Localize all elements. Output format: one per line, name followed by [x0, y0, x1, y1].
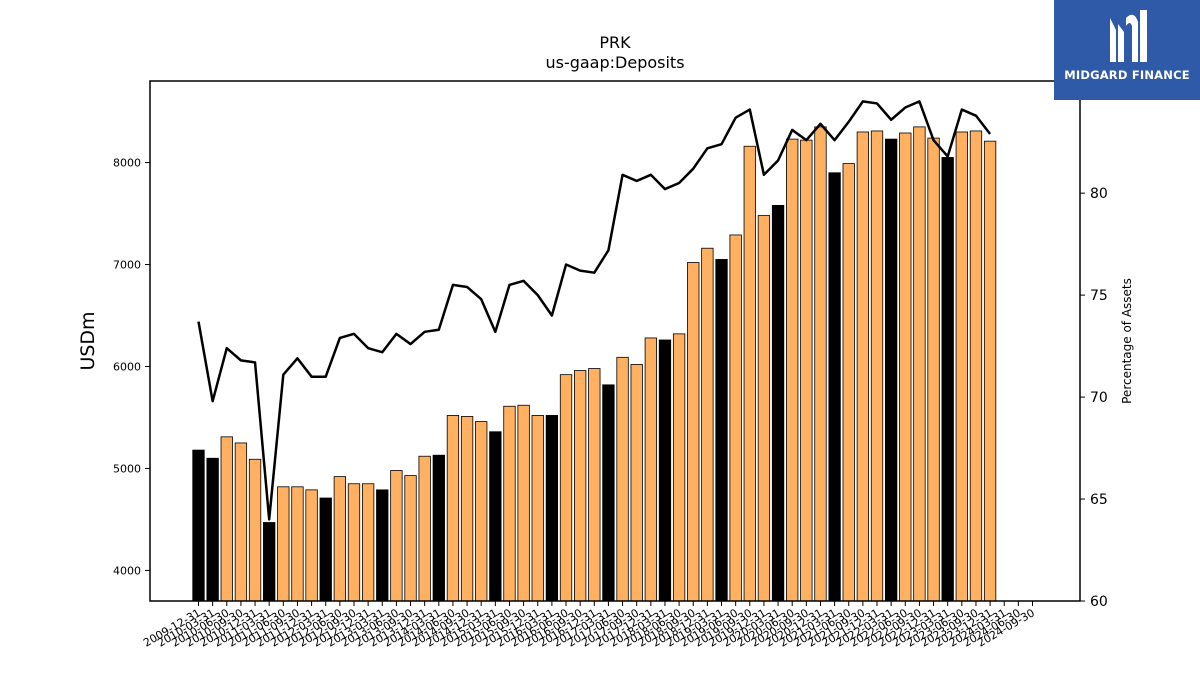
deposit-bar: [192, 449, 205, 602]
midgard-m-logo-icon: [1110, 10, 1147, 63]
deposit-bar: [432, 454, 445, 602]
deposit-bar: [531, 415, 544, 602]
x-axis: 2009-12-312010-03-312010-06-302010-09-30…: [141, 601, 1037, 650]
deposit-bar: [743, 145, 756, 602]
deposit-bar: [927, 137, 940, 602]
deposit-bar: [574, 370, 587, 602]
deposit-bar: [757, 215, 771, 602]
deposit-bar: [347, 483, 361, 602]
deposit-bar: [856, 131, 870, 602]
deposit-bar: [517, 404, 530, 602]
y2-tick-label: 65: [1090, 492, 1108, 508]
deposit-bar: [404, 475, 417, 602]
plot-frame: [149, 80, 1081, 602]
deposit-bar: [983, 140, 997, 602]
y2-tick-label: 80: [1090, 186, 1108, 202]
left-y-axis: 4000 5000 6000 7000 8000: [113, 157, 150, 577]
right-y-axis: 60 65 70 75 80: [1080, 186, 1108, 610]
deposit-bar: [489, 431, 502, 602]
deposit-bar: [870, 130, 884, 602]
deposit-bar: [955, 131, 968, 602]
brand-logo: MIDGARD FINANCE: [1054, 0, 1200, 100]
deposit-bar: [277, 486, 290, 602]
deposit-bar: [503, 405, 516, 602]
chart-subtitle: us-gaap:Deposits: [545, 53, 684, 72]
deposit-bar: [460, 416, 474, 602]
brand-name: MIDGARD FINANCE: [1064, 68, 1190, 82]
y2-tick-label: 70: [1090, 390, 1108, 406]
deposit-bar: [884, 138, 898, 602]
deposit-bar: [333, 476, 347, 602]
chart-title: PRK: [599, 33, 631, 52]
deposit-bar: [390, 470, 403, 602]
deposit-bar: [814, 126, 827, 602]
y-tick-label: 7000: [113, 259, 141, 272]
deposit-bar: [630, 364, 643, 602]
deposit-bar: [729, 234, 742, 602]
deposit-bar: [559, 374, 573, 602]
y2-tick-label: 60: [1090, 594, 1108, 610]
deposit-bar: [475, 421, 488, 602]
deposit-bar: [842, 163, 855, 602]
deposit-bar: [899, 132, 912, 602]
deposit-bar: [941, 157, 954, 602]
bar-series: [192, 126, 997, 602]
deposit-bar: [361, 483, 375, 602]
deposit-bar: [234, 442, 248, 602]
deposit-bar: [248, 458, 262, 602]
percentage-of-assets-line: [197, 100, 992, 521]
deposit-bar: [616, 356, 629, 602]
y-tick-label: 4000: [113, 564, 141, 577]
deposit-bar: [701, 247, 714, 602]
deposit-bar: [800, 139, 813, 602]
deposit-bar: [545, 415, 559, 602]
deposit-bar: [828, 172, 841, 602]
y-tick-label: 8000: [113, 157, 141, 170]
deposit-bar: [206, 457, 219, 602]
y-axis-label: USDm: [77, 311, 99, 370]
deposit-bar: [446, 415, 460, 602]
deposit-bar: [291, 486, 304, 602]
deposit-bar: [376, 489, 389, 602]
deposit-bar: [602, 384, 615, 602]
y-tick-label: 5000: [113, 462, 141, 475]
deposit-bar: [715, 259, 728, 602]
y2-tick-label: 75: [1090, 288, 1108, 304]
deposit-bar: [672, 333, 686, 602]
deposit-bar: [319, 497, 332, 602]
percentage-line-series: [197, 100, 992, 521]
deposit-bar: [969, 130, 983, 602]
deposit-bar: [771, 204, 785, 602]
deposit-bar: [418, 455, 431, 602]
deposit-bar: [913, 126, 926, 602]
y-tick-label: 6000: [113, 360, 141, 373]
deposit-bar: [658, 339, 672, 602]
deposit-bar: [305, 489, 318, 602]
deposit-bar: [263, 522, 276, 602]
y2-axis-label: Percentage of Assets: [1120, 278, 1134, 404]
deposit-bar: [644, 337, 657, 602]
deposit-bar: [786, 138, 799, 602]
deposit-bar: [588, 368, 601, 602]
deposit-bar: [687, 262, 700, 602]
deposit-bar: [220, 436, 233, 602]
